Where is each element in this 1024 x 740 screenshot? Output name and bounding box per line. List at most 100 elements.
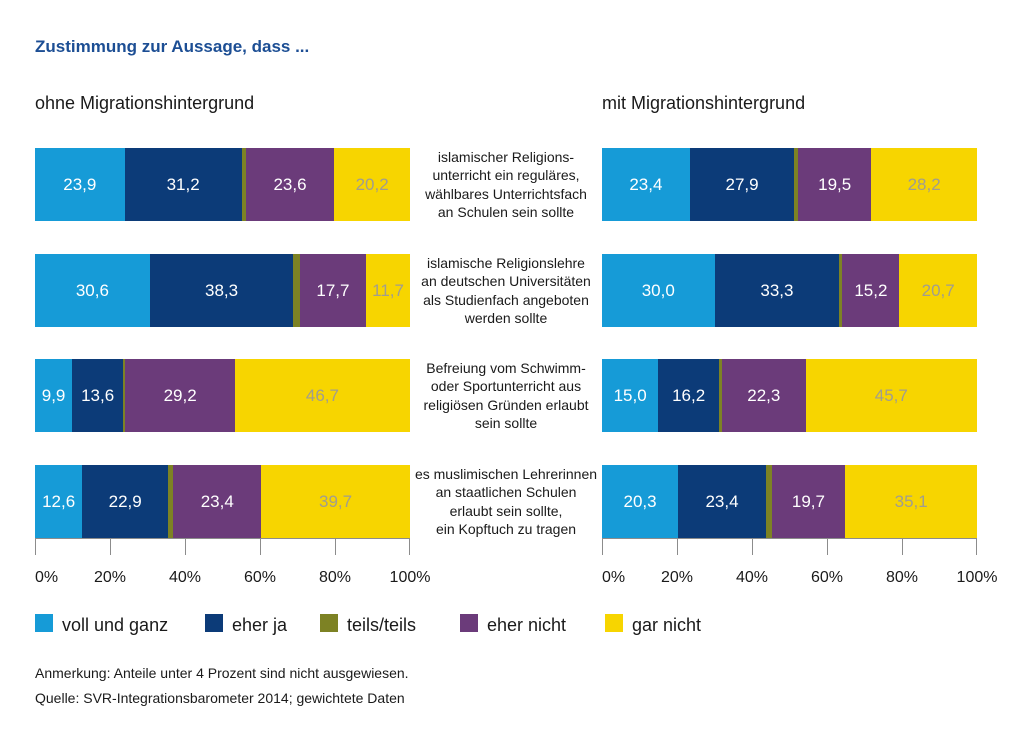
- bar-segment: 23,4: [173, 465, 262, 538]
- data-label: 23,6: [273, 174, 307, 194]
- x-tick: [110, 538, 111, 555]
- bar-segment: [293, 254, 300, 327]
- category-label: islamische Religionslehre an deutschen U…: [421, 254, 591, 327]
- data-label: 13,6: [81, 385, 115, 405]
- legend-item: gar nicht: [605, 614, 745, 636]
- x-tick-label: 100%: [956, 569, 998, 586]
- bar-segment: 28,2: [871, 148, 977, 221]
- bar-segment: 15,2: [842, 254, 900, 327]
- x-axis-line: [602, 538, 977, 539]
- data-label: 15,2: [854, 280, 888, 300]
- x-tick: [35, 538, 36, 555]
- bar-row: 12,6 22,9 23,4 39,7: [35, 465, 410, 538]
- category-labels: islamischer Religions- unterricht ein re…: [410, 148, 602, 538]
- bar-row: 30,6 38,3 17,7 11,7: [35, 254, 410, 327]
- data-label: 19,5: [818, 174, 852, 194]
- data-label: 12,6: [42, 491, 76, 511]
- bar-segment: 23,4: [602, 148, 690, 221]
- category-label: Befreiung vom Schwimm- oder Sportunterri…: [423, 359, 589, 432]
- note-text: Anmerkung: Anteile unter 4 Prozent sind …: [35, 665, 409, 681]
- bar-segment: 35,1: [845, 465, 977, 538]
- data-label: 16,2: [672, 385, 706, 405]
- bar-segment: 20,3: [602, 465, 679, 538]
- legend-swatch: [605, 614, 623, 632]
- x-tick: [827, 538, 828, 555]
- bar-segment: 20,7: [899, 254, 977, 327]
- bar-segment: 31,2: [124, 148, 242, 221]
- bar-segment: 17,7: [299, 254, 367, 327]
- bar-segment: 38,3: [149, 254, 294, 327]
- data-label: 17,7: [316, 280, 350, 300]
- x-tick-label: 100%: [389, 569, 431, 586]
- bar-row: 23,4 27,9 19,5 28,2: [602, 148, 977, 221]
- data-label: 23,9: [63, 174, 97, 194]
- bar-segment: 23,6: [245, 148, 335, 221]
- data-label: 27,9: [725, 174, 759, 194]
- bar-row: 15,0 16,2 22,3 45,7: [602, 359, 977, 432]
- x-tick-label: 0%: [35, 569, 59, 586]
- x-tick: [976, 538, 977, 555]
- category-label: islamischer Religions- unterricht ein re…: [425, 148, 587, 221]
- legend-label: voll und ganz: [62, 615, 169, 635]
- bar-segment: [719, 359, 722, 432]
- x-tick-label: 80%: [318, 569, 352, 586]
- x-tick-label: 40%: [168, 569, 202, 586]
- bar-segment: 11,7: [366, 254, 410, 327]
- bar-segment: 15,0: [602, 359, 659, 432]
- bar-segment: 27,9: [689, 148, 795, 221]
- data-label: 23,4: [200, 491, 234, 511]
- chart-title: Zustimmung zur Aussage, dass ...: [35, 37, 310, 56]
- legend-item: voll und ganz: [35, 614, 175, 636]
- legend-swatch: [320, 614, 338, 632]
- data-label: 9,9: [41, 385, 66, 405]
- data-label: 11,7: [372, 280, 404, 300]
- bar-segment: 29,2: [125, 359, 235, 432]
- legend-item: eher ja: [205, 614, 345, 636]
- x-tick-label: 20%: [93, 569, 127, 586]
- source-text: Quelle: SVR-Integrationsbarometer 2014; …: [35, 690, 405, 706]
- legend-label: eher ja: [232, 615, 288, 635]
- bar-segment: 19,7: [771, 465, 846, 538]
- bar-segment: 19,5: [798, 148, 872, 221]
- bar-segment: [241, 148, 246, 221]
- x-tick-label: 60%: [810, 569, 844, 586]
- bar-segment: 23,9: [35, 148, 125, 221]
- bar-segment: 9,9: [35, 359, 73, 432]
- data-label: 33,3: [760, 280, 794, 300]
- data-label: 28,2: [907, 174, 941, 194]
- x-tick: [677, 538, 678, 555]
- legend-swatch: [460, 614, 478, 632]
- legend-item: teils/teils: [320, 614, 460, 636]
- bar-segment: [168, 465, 174, 538]
- legend-label: gar nicht: [632, 615, 702, 635]
- bar-segment: 12,6: [35, 465, 83, 538]
- x-tick: [902, 538, 903, 555]
- bar-segment: 23,4: [678, 465, 766, 538]
- data-label: 19,7: [791, 491, 825, 511]
- data-label: 20,7: [921, 280, 955, 300]
- panel-title-ohne: ohne Migrationshintergrund: [35, 93, 255, 113]
- legend-item: eher nicht: [460, 614, 600, 636]
- bar-segment: 16,2: [658, 359, 719, 432]
- bar-segment: [794, 148, 799, 221]
- x-tick-label: 40%: [735, 569, 769, 586]
- x-tick-label: 0%: [602, 569, 626, 586]
- data-label: 31,2: [166, 174, 200, 194]
- x-tick: [185, 538, 186, 555]
- bar-segment: 39,7: [261, 465, 410, 538]
- data-label: 35,1: [894, 491, 928, 511]
- x-axis-line: [35, 538, 410, 539]
- x-tick: [409, 538, 410, 555]
- data-label: 30,0: [641, 280, 675, 300]
- panel-title-mit: mit Migrationshintergrund: [602, 93, 806, 113]
- category-label: es muslimischen Lehrerinnen an staatlich…: [414, 465, 598, 538]
- x-tick-label: 20%: [660, 569, 694, 586]
- data-label: 38,3: [205, 280, 239, 300]
- data-label: 15,0: [613, 385, 647, 405]
- bar-segment: 30,6: [35, 254, 150, 327]
- bar-row: 9,9 13,6 29,2 46,7: [35, 359, 410, 432]
- bar-segment: [765, 465, 772, 538]
- bar-segment: 45,7: [805, 359, 977, 432]
- legend-swatch: [35, 614, 53, 632]
